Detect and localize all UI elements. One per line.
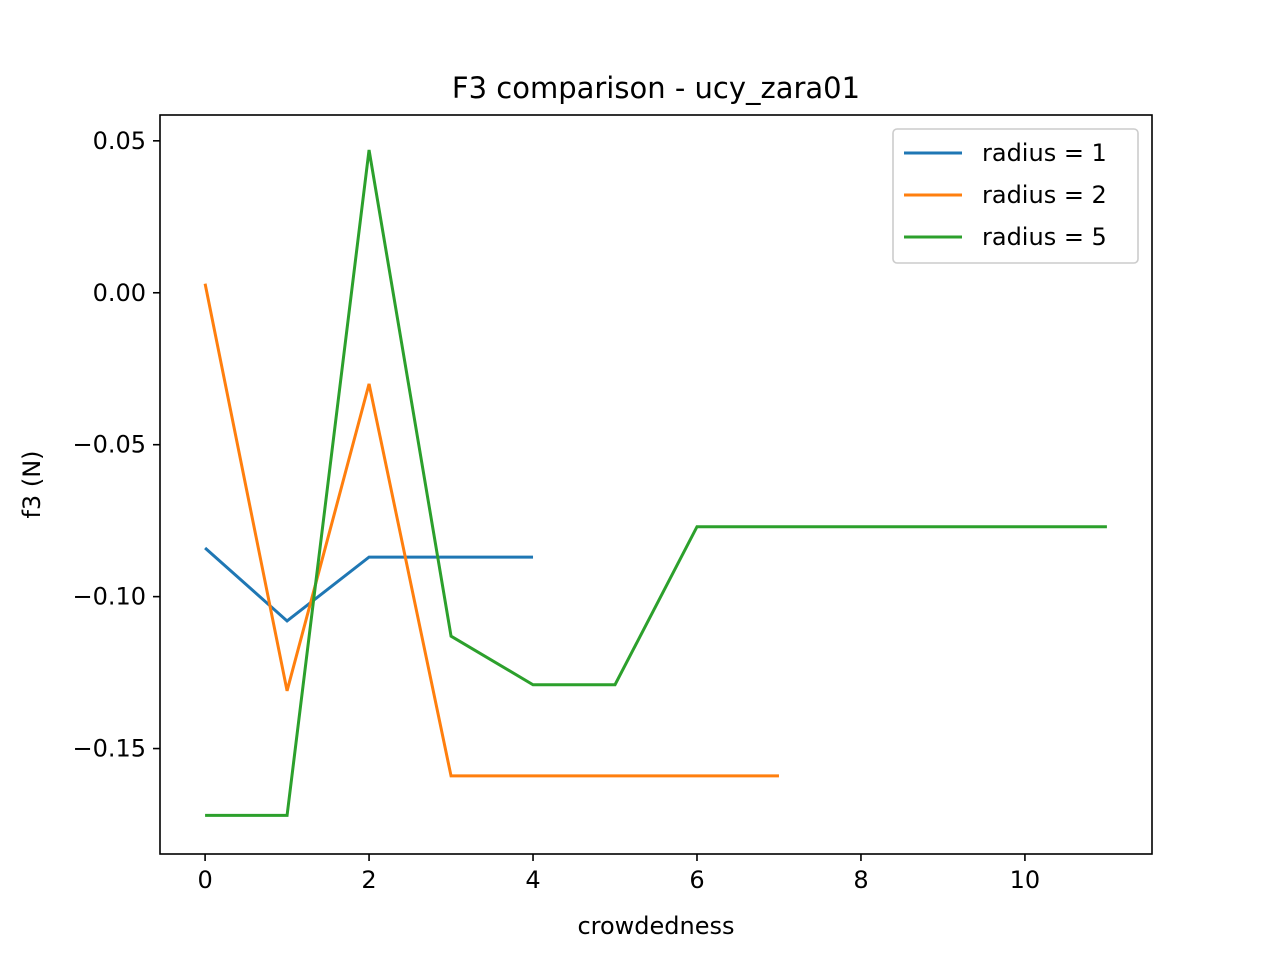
series-line-radius-2: [203, 283, 779, 778]
legend-label: radius = 2: [982, 181, 1107, 209]
x-tick-label: 6: [689, 866, 704, 894]
y-axis-label: f3 (N): [18, 450, 46, 518]
y-tick-label: −0.10: [72, 583, 146, 611]
y-axis: −0.15 −0.10 −0.05 0.00 0.05: [72, 127, 160, 763]
x-tick-label: 4: [525, 866, 540, 894]
plot-frame: [159, 114, 1153, 855]
plot-layer: [203, 149, 1107, 817]
legend-label: radius = 1: [982, 139, 1107, 167]
x-axis-label: crowdedness: [577, 912, 734, 940]
x-tick-label: 10: [1010, 866, 1041, 894]
legend-label: radius = 5: [982, 223, 1107, 251]
x-axis: 0 2 4 6 8 10: [197, 854, 1040, 894]
x-tick-label: 0: [197, 866, 212, 894]
y-tick-label: 0.05: [93, 127, 146, 155]
y-tick-label: −0.05: [72, 431, 146, 459]
y-tick-label: −0.15: [72, 735, 146, 763]
y-tick-label: 0.00: [93, 279, 146, 307]
legend-box: [892, 128, 1139, 264]
x-tick-label: 8: [853, 866, 868, 894]
series-line-radius-1: [204, 546, 534, 623]
legend: radius = 1 radius = 2 radius = 5: [892, 128, 1139, 264]
chart-title: F3 comparison - ucy_zara01: [452, 71, 860, 105]
series-line-radius-5: [205, 149, 1107, 817]
x-tick-label: 2: [361, 866, 376, 894]
